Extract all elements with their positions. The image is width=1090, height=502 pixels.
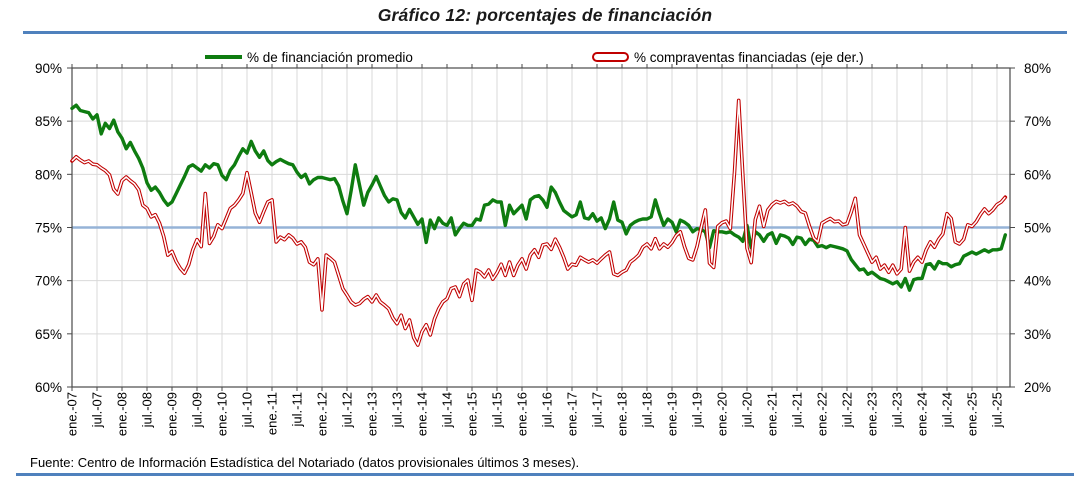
title-divider-rule [23, 31, 1067, 34]
x-axis-label: ene.-16 [515, 392, 530, 436]
x-axis-label: ene.-07 [65, 392, 80, 436]
x-axis-label: ene.-08 [115, 392, 130, 436]
x-axis-label: jul.-19 [690, 392, 705, 428]
left-axis-label: 65% [35, 327, 62, 342]
x-axis-label: jul.-14 [440, 392, 455, 428]
x-axis-label: jul.-08 [140, 392, 155, 428]
x-axis-label: ene.-22 [815, 392, 830, 436]
x-axis-label: ene.-13 [365, 392, 380, 436]
source-note: Fuente: Centro de Información Estadístic… [30, 455, 580, 470]
x-axis-label: ene.-18 [615, 392, 630, 436]
left-axis-label: 80% [35, 167, 62, 182]
x-axis-label: jul.-24 [940, 392, 955, 428]
x-axis-label: jul.-07 [90, 392, 105, 428]
x-axis-label: jul.-10 [240, 392, 255, 428]
x-axis-label: jul.-21 [790, 392, 805, 428]
green-line-legend-marker [205, 55, 242, 59]
x-axis-label: jul.-15 [490, 392, 505, 428]
left-axis-label: 75% [35, 221, 62, 236]
legend-item-financiacion-promedio: % de financiación promedio [205, 48, 413, 66]
footer-divider-rule [16, 473, 1074, 476]
right-axis-label: 40% [1024, 274, 1051, 289]
x-axis-label: jul.-23 [890, 392, 905, 428]
left-axis-label: 90% [35, 61, 62, 76]
series-compraventas-financiadas-inner [71, 99, 1006, 346]
x-axis-label: ene.-15 [465, 392, 480, 436]
x-axis-label: ene.-21 [765, 392, 780, 436]
x-axis-label: jul.-20 [740, 392, 755, 428]
x-axis-label: ene.-17 [565, 392, 580, 436]
x-axis-label: jul.-13 [390, 392, 405, 428]
x-axis-label: ene.-09 [165, 392, 180, 436]
x-axis-label: ene.-14 [415, 392, 430, 436]
left-axis-label: 70% [35, 274, 62, 289]
legend-item-compraventas-financiadas: % compraventas financiadas (eje der.) [592, 48, 864, 66]
red-outline-legend-marker [592, 52, 629, 62]
x-axis-label: ene.-10 [215, 392, 230, 436]
x-axis-label: jul.-17 [590, 392, 605, 428]
left-axis-label: 85% [35, 114, 62, 129]
left-axis-label: 60% [35, 380, 62, 395]
legend-label: % de financiación promedio [247, 49, 413, 65]
x-axis-label: ene.-24 [915, 392, 930, 436]
right-axis-label: 30% [1024, 327, 1051, 342]
x-axis-label: ene.-11 [265, 392, 280, 435]
x-axis-label: ene.-25 [965, 392, 980, 436]
right-axis-label: 20% [1024, 380, 1051, 395]
x-axis-label: jul.-11 [290, 392, 305, 427]
x-axis-label: ene.-23 [865, 392, 880, 436]
x-axis-label: jul.-22 [840, 392, 855, 428]
x-axis-label: jul.-16 [540, 392, 555, 428]
series-compraventas-financiadas-outer [70, 98, 1008, 347]
x-axis-label: ene.-19 [665, 392, 680, 436]
x-axis-label: jul.-25 [990, 392, 1005, 428]
legend-label: % compraventas financiadas (eje der.) [634, 49, 864, 65]
page-title: Gráfico 12: porcentajes de financiación [377, 5, 713, 25]
right-axis-label: 60% [1024, 167, 1051, 182]
x-axis-label: ene.-12 [315, 392, 330, 436]
right-axis-label: 50% [1024, 221, 1051, 236]
right-axis-label: 70% [1024, 114, 1051, 129]
x-axis-label: ene.-20 [715, 392, 730, 436]
x-axis-label: jul.-12 [340, 392, 355, 428]
series-financiacion-promedio-line [70, 103, 1007, 292]
plot-frame [71, 67, 1011, 388]
x-axis-label: jul.-18 [640, 392, 655, 428]
right-axis-label: 80% [1024, 61, 1051, 76]
x-axis-label: jul.-09 [190, 392, 205, 428]
